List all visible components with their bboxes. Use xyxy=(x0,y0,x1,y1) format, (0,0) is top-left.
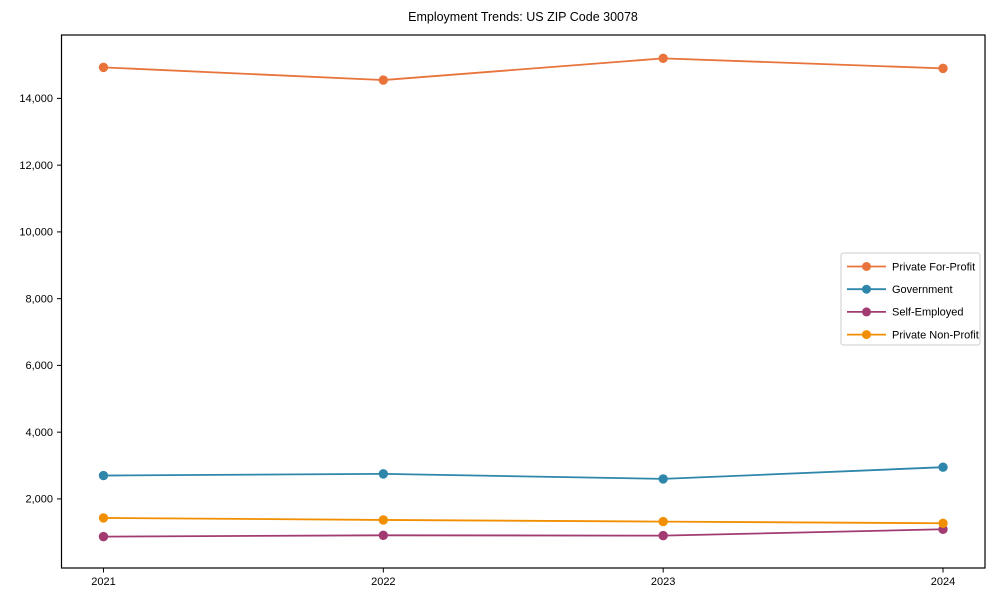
legend-marker-government xyxy=(862,284,871,294)
y-tick-label: 12,000 xyxy=(19,160,53,172)
y-tick-label: 14,000 xyxy=(19,93,53,105)
data-point-government xyxy=(658,474,668,484)
series-line-government xyxy=(103,466,944,480)
x-tick-label: 2024 xyxy=(931,576,955,588)
data-point-private-for-profit xyxy=(378,75,389,85)
data-point-government xyxy=(938,462,948,472)
y-tick-label: 6,000 xyxy=(25,360,53,372)
series-line-self-employed xyxy=(103,528,944,538)
plot-frame xyxy=(60,34,986,569)
y-tick-label: 10,000 xyxy=(19,227,53,239)
x-tick-label: 2022 xyxy=(371,576,395,588)
x-tick-label: 2021 xyxy=(91,576,115,588)
legend-box xyxy=(840,252,981,346)
legend-label-private-for-profit: Private For-Profit xyxy=(892,261,975,273)
data-point-private-non-profit xyxy=(938,518,948,528)
x-tick-label: 2023 xyxy=(651,576,675,588)
series-line-private-non-profit xyxy=(103,517,944,525)
data-point-private-non-profit xyxy=(378,515,389,525)
data-point-government xyxy=(98,470,109,481)
legend-marker-private-non-profit xyxy=(862,330,871,340)
data-point-government xyxy=(378,469,389,479)
chart-title: Employment Trends: US ZIP Code 30078 xyxy=(408,10,638,24)
data-point-self-employed xyxy=(98,531,109,542)
data-point-private-for-profit xyxy=(938,63,948,74)
data-point-private-non-profit xyxy=(98,513,109,523)
legend-label-government: Government xyxy=(892,284,953,296)
y-tick-label: 2,000 xyxy=(25,494,53,506)
series-line-private-for-profit xyxy=(103,57,944,81)
data-point-self-employed xyxy=(378,530,389,540)
y-tick-label: 8,000 xyxy=(25,293,53,305)
legend-marker-private-for-profit xyxy=(862,262,871,271)
y-tick-label: 4,000 xyxy=(25,427,53,439)
legend-marker-self-employed xyxy=(862,307,871,317)
data-point-self-employed xyxy=(658,530,668,541)
data-point-private-for-profit xyxy=(658,53,668,64)
data-point-private-for-profit xyxy=(98,62,109,73)
data-point-private-non-profit xyxy=(658,516,668,527)
legend-label-private-non-profit: Private Non-Profit xyxy=(892,329,979,341)
legend-label-self-employed: Self-Employed xyxy=(892,307,964,319)
